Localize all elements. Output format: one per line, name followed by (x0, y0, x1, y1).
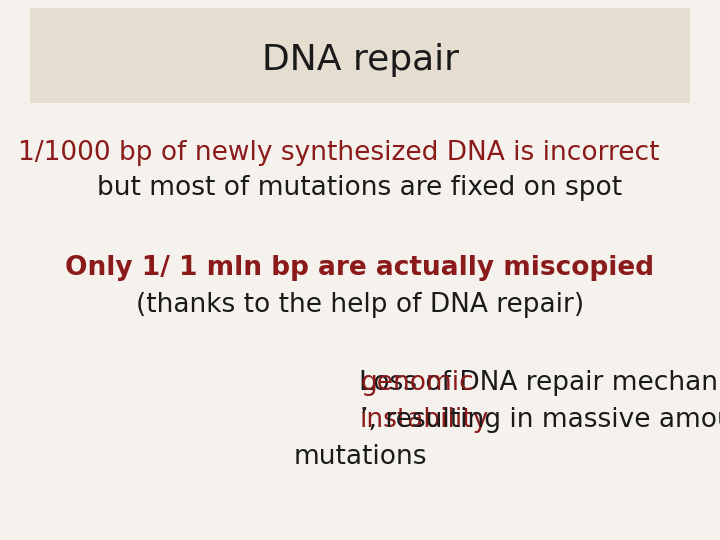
Text: genomic: genomic (360, 370, 474, 396)
Text: Only 1/ 1 mln bp are actually miscopied: Only 1/ 1 mln bp are actually miscopied (66, 255, 654, 281)
Text: ’, resulting in massive amount of genetic: ’, resulting in massive amount of geneti… (360, 407, 720, 433)
FancyBboxPatch shape (30, 8, 690, 103)
Text: instability: instability (359, 407, 488, 433)
Text: mutations: mutations (293, 444, 427, 470)
Text: DNA repair: DNA repair (261, 43, 459, 77)
Text: 1/1000 bp of newly synthesized DNA is incorrect: 1/1000 bp of newly synthesized DNA is in… (18, 140, 660, 166)
Text: Loss of DNA repair mechanisms results in ‘: Loss of DNA repair mechanisms results in… (359, 370, 720, 396)
Text: but most of mutations are fixed on spot: but most of mutations are fixed on spot (97, 175, 623, 201)
Text: (thanks to the help of DNA repair): (thanks to the help of DNA repair) (136, 292, 584, 318)
